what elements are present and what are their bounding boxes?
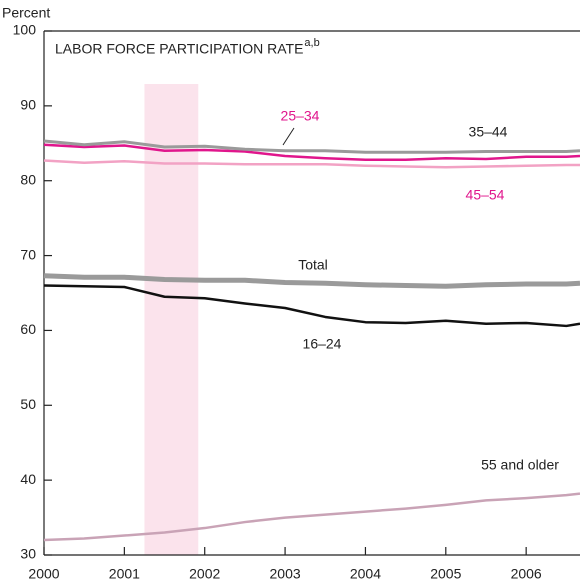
y-tick-label: 90 [20,97,36,113]
series-label: 35–44 [469,124,508,140]
y-tick-label: 70 [20,246,36,262]
series-label: Total [298,257,328,273]
series-line [43,139,580,154]
y-axis-label: Percent [2,5,50,21]
x-tick-label: 2004 [350,566,381,582]
series-line [43,273,580,289]
label-leader [282,127,295,146]
series-label: 45–54 [466,187,505,203]
series-line [43,492,580,542]
chart-title-note: a,b [304,37,319,49]
series-label: 25–34 [281,108,320,124]
x-tick-label: 2003 [270,566,301,582]
series-label: 55 and older [481,457,559,473]
y-tick-label: 60 [20,321,36,337]
x-tick-label: 2006 [511,566,542,582]
series-label: 16–24 [303,336,342,352]
y-tick-label: 50 [20,396,36,412]
series-line [43,159,580,169]
y-tick-label: 40 [20,471,36,487]
series-line [43,284,580,328]
y-tick-label: 100 [13,22,37,38]
recession-shade [144,84,199,555]
x-tick-label: 2002 [189,566,220,582]
chart-title: LABOR FORCE PARTICIPATION RATE [55,41,303,57]
x-tick-label: 2000 [28,566,59,582]
y-tick-label: 80 [20,171,36,187]
x-tick-label: 2005 [430,566,461,582]
x-tick-label: 2001 [109,566,140,582]
series-line [43,143,580,162]
y-tick-label: 30 [20,546,36,562]
